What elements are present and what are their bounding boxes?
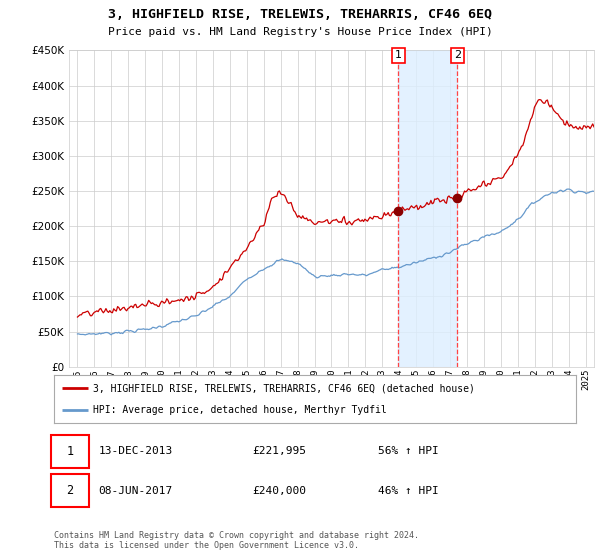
Bar: [398, 50, 457, 367]
Text: 56% ↑ HPI: 56% ↑ HPI: [377, 446, 439, 456]
Text: HPI: Average price, detached house, Merthyr Tydfil: HPI: Average price, detached house, Mert…: [93, 405, 387, 415]
FancyBboxPatch shape: [52, 474, 89, 507]
Text: 08-JUN-2017: 08-JUN-2017: [98, 486, 173, 496]
Text: 3, HIGHFIELD RISE, TRELEWIS, TREHARRIS, CF46 6EQ: 3, HIGHFIELD RISE, TRELEWIS, TREHARRIS, …: [108, 8, 492, 21]
Text: 46% ↑ HPI: 46% ↑ HPI: [377, 486, 439, 496]
Text: Contains HM Land Registry data © Crown copyright and database right 2024.
This d: Contains HM Land Registry data © Crown c…: [54, 531, 419, 550]
Text: £240,000: £240,000: [253, 486, 307, 496]
Text: Price paid vs. HM Land Registry's House Price Index (HPI): Price paid vs. HM Land Registry's House …: [107, 27, 493, 37]
Text: 2: 2: [454, 50, 461, 60]
Text: 3, HIGHFIELD RISE, TRELEWIS, TREHARRIS, CF46 6EQ (detached house): 3, HIGHFIELD RISE, TRELEWIS, TREHARRIS, …: [93, 383, 475, 393]
FancyBboxPatch shape: [52, 435, 89, 468]
Text: 13-DEC-2013: 13-DEC-2013: [98, 446, 173, 456]
Text: £221,995: £221,995: [253, 446, 307, 456]
Text: 1: 1: [67, 445, 74, 458]
Text: 1: 1: [395, 50, 402, 60]
Text: 2: 2: [67, 484, 74, 497]
